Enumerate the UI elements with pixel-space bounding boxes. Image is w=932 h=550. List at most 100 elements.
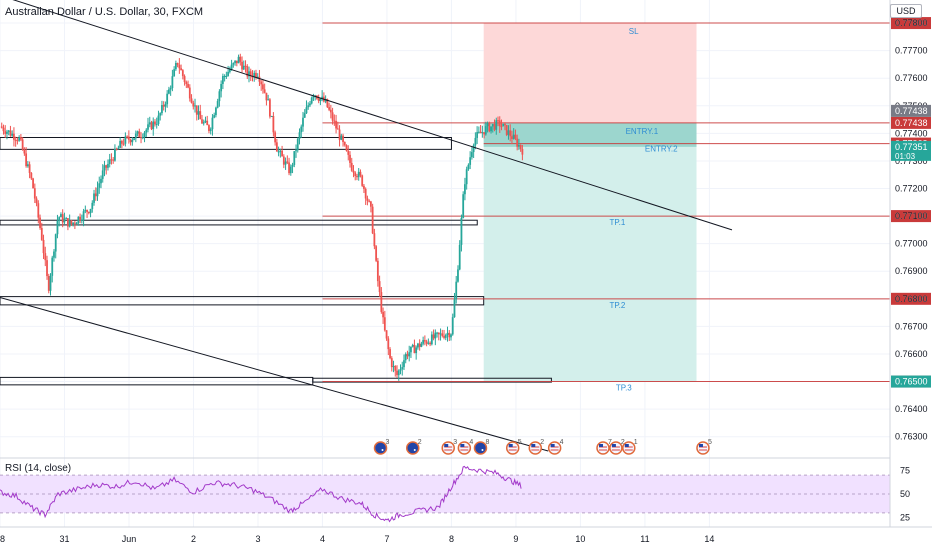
price-tick-label: 0.76300 (895, 432, 928, 442)
candle-body (423, 340, 426, 342)
candle-body (497, 120, 499, 122)
candle-body (380, 292, 383, 312)
candle-body (505, 125, 508, 135)
candle-body (364, 188, 367, 199)
candle-body (467, 164, 470, 170)
candle-body (105, 165, 108, 168)
candle-body (312, 95, 315, 98)
economic-events[interactable]: 3 2 3 4 8 5 2 4 7 2 1 5 (373, 439, 712, 455)
candle-body (460, 217, 463, 245)
zone-upper-mid[interactable] (0, 219, 478, 226)
au-event-flag-icon[interactable] (406, 441, 420, 455)
candle-body (455, 281, 458, 300)
candle-body (368, 200, 371, 202)
candle-body (159, 113, 162, 116)
candle-body (6, 131, 8, 134)
candle-body (300, 126, 303, 133)
price-badge-label: 0.77438 (895, 106, 928, 116)
candle-body (491, 124, 494, 127)
candle-body (373, 233, 376, 247)
candle-body (470, 152, 473, 158)
candle-body (502, 123, 505, 127)
candle-body (458, 244, 461, 270)
price-badge (891, 375, 931, 388)
support-resistance-boxes[interactable] (0, 137, 552, 386)
candle-body (32, 178, 34, 189)
candle-body (195, 105, 198, 115)
candle-body (108, 159, 111, 164)
candle-body (521, 148, 524, 155)
candle-body (230, 64, 233, 70)
candle-body (239, 56, 242, 62)
price-tick-label: 0.76700 (895, 321, 928, 331)
flag-canton (508, 444, 513, 447)
candle-body (363, 185, 365, 189)
candle-body (80, 219, 83, 221)
candle-body (94, 193, 97, 197)
flag-star (481, 449, 484, 451)
candle-body (335, 120, 337, 129)
upper-channel-trendline[interactable] (0, 0, 733, 231)
candle-body (73, 222, 76, 224)
candle-body (262, 84, 264, 90)
trendlines[interactable] (0, 0, 733, 452)
candle-body (187, 83, 189, 88)
candle-body (194, 105, 196, 107)
flag-canton (531, 444, 536, 447)
candle-body (432, 334, 435, 339)
price-tick-label: 0.77300 (895, 156, 928, 166)
candle-body (213, 115, 216, 118)
position-zones (483, 23, 697, 382)
event-count: 3 (386, 439, 390, 446)
candle-body (411, 345, 414, 347)
candle-body (75, 223, 78, 225)
candle-body (208, 125, 210, 132)
zone-lower-mid[interactable] (0, 296, 485, 306)
price-tick-label: 0.77100 (895, 211, 928, 221)
candle-body (349, 154, 351, 163)
candle-body (403, 360, 405, 368)
candle-body (444, 334, 447, 338)
candle-body (39, 217, 41, 228)
candle-body (462, 194, 465, 218)
zone-top[interactable] (0, 137, 452, 150)
candle-body (26, 164, 29, 167)
au-event-flag-icon[interactable] (473, 441, 488, 455)
candle-body (293, 151, 296, 165)
candle-body (488, 123, 491, 132)
candle-body (361, 175, 364, 186)
candle-body (183, 76, 186, 83)
candle-body (190, 98, 193, 103)
candle-body (40, 227, 43, 240)
candle-body (93, 193, 95, 203)
candle-body (133, 138, 135, 140)
zone-bottom-right[interactable] (312, 377, 552, 383)
rsi-tick-label: 25 (900, 513, 910, 523)
candle-body (469, 157, 472, 165)
candle-body (72, 222, 75, 225)
candle-body (131, 139, 134, 143)
candle-body (366, 198, 369, 201)
time-tick-label: 7 (384, 534, 389, 544)
candle-body (241, 61, 243, 70)
flag-canton (611, 444, 616, 447)
candle-body (425, 341, 428, 344)
currency-button[interactable]: USD (890, 4, 922, 18)
candle-body (476, 132, 479, 138)
candle-body (359, 171, 362, 176)
candle-body (504, 123, 506, 126)
candle-body (450, 334, 452, 338)
candle-body (298, 132, 301, 139)
lower-channel-trendline[interactable] (0, 296, 549, 452)
candle-body (140, 137, 142, 139)
candle-body (441, 333, 444, 336)
candle-body (345, 145, 348, 151)
au-event-flag-icon[interactable] (373, 441, 388, 455)
candle-body (70, 220, 73, 225)
event-count: 3 (453, 439, 457, 446)
candle-body (242, 65, 245, 70)
event-count: 1 (634, 439, 638, 446)
candle-body (518, 144, 520, 147)
candle-body (157, 115, 160, 124)
